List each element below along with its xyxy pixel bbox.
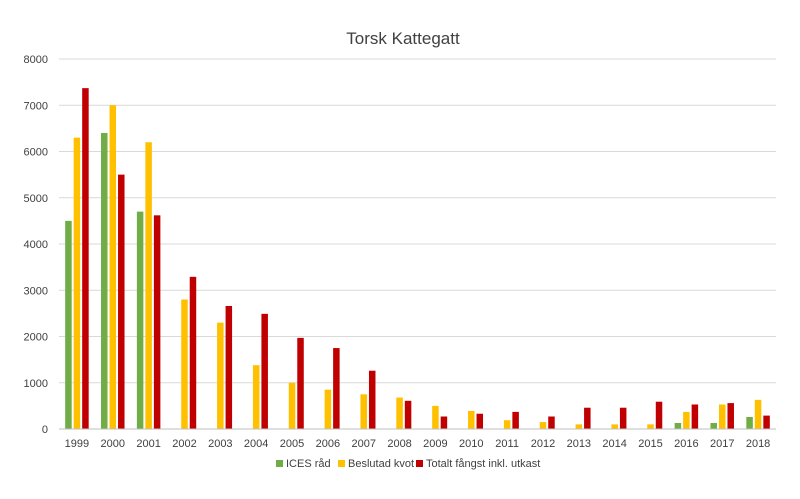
bars [65,88,770,429]
bar-1999-series-1 [65,220,72,429]
bar-2014-series-3 [619,407,627,429]
bar-2018-series-1 [746,416,753,429]
legend: ICES råd Beslutad kvot Totalt fångst inkl.… [276,458,540,470]
y-tick-label: 1000 [24,378,48,390]
bar-2003-series-3 [225,305,233,429]
x-tick-label: 2012 [531,438,555,450]
x-tick-label: 2013 [567,438,591,450]
bar-1999-series-2 [73,137,81,429]
bar-2018-series-3 [763,415,770,429]
bar-2016-series-1 [674,422,682,429]
bar-2010-series-3 [476,413,484,429]
bar-2009-series-2 [432,405,439,429]
bar-2016-series-2 [683,411,690,429]
bar-2007-series-3 [368,370,376,429]
y-axis-tick-labels: 0 1000 2000 3000 4000 5000 6000 7000 8000 [24,54,48,436]
x-tick-label: 2009 [423,438,447,450]
bar-2010-series-2 [468,410,475,429]
bar-2008-series-2 [396,397,403,429]
x-tick-label: 2007 [351,438,375,450]
y-tick-label: 7000 [24,100,48,112]
y-tick-label: 5000 [24,193,48,205]
bar-2017-series-2 [718,404,726,429]
gridlines [59,58,776,384]
legend-label-3: Totalt fångst inkl. utkast [426,458,540,470]
chart-title: Torsk Kattegatt [346,29,460,48]
y-tick-label: 3000 [24,285,48,297]
bar-2006-series-2 [324,389,332,429]
x-tick-label: 2017 [710,438,734,450]
bar-2006-series-3 [333,348,340,429]
bar-2018-series-2 [754,399,762,429]
bar-2005-series-2 [288,382,296,429]
bar-2001-series-2 [145,142,152,429]
bar-2000-series-3 [118,174,125,429]
bar-2007-series-2 [360,394,367,429]
y-tick-label: 6000 [24,147,48,159]
legend-swatch-2 [338,460,345,467]
x-tick-label: 2011 [495,438,519,450]
bar-2004-series-2 [252,365,260,429]
bar-2001-series-3 [153,215,161,429]
y-tick-label: 4000 [24,239,48,251]
bar-2002-series-2 [181,299,188,429]
x-tick-label: 1999 [65,438,89,450]
x-tick-label: 2004 [244,438,268,450]
x-tick-label: 2002 [172,438,196,450]
x-tick-label: 2005 [280,438,304,450]
bar-2013-series-2 [575,424,583,429]
bar-2001-series-1 [136,211,144,429]
bar-2002-series-3 [189,276,197,429]
y-tick-label: 8000 [24,54,48,66]
bar-2008-series-3 [404,400,412,429]
x-tick-label: 2001 [136,438,160,450]
bar-2005-series-3 [297,337,304,429]
bar-2014-series-2 [611,424,618,429]
x-tick-label: 2018 [746,438,770,450]
bar-2011-series-3 [512,411,519,429]
y-tick-label: 0 [42,424,48,436]
bar-2004-series-3 [261,313,268,429]
bar-2000-series-1 [101,133,108,429]
bar-2009-series-3 [440,416,448,429]
legend-swatch-1 [276,460,283,467]
x-tick-label: 2010 [459,438,483,450]
x-tick-label: 2016 [674,438,698,450]
bar-2017-series-3 [727,403,734,429]
x-tick-label: 2008 [387,438,411,450]
bar-2013-series-3 [584,407,591,429]
x-tick-label: 2014 [602,438,626,450]
x-tick-label: 2003 [208,438,232,450]
x-axis-tick-labels: 1999 2000 2001 2002 2003 2004 2005 2006 2007 2008… [65,438,771,450]
x-tick-label: 2006 [316,438,340,450]
bar-2012-series-2 [539,422,547,429]
x-tick-label: 2015 [638,438,662,450]
legend-label-1: ICES råd [286,458,331,470]
bar-2016-series-3 [691,404,699,429]
bar-2000-series-2 [109,105,117,429]
legend-swatch-3 [416,460,423,467]
bar-2003-series-2 [217,322,224,429]
y-tick-label: 2000 [24,332,48,344]
bar-2011-series-2 [503,420,511,429]
x-tick-label: 2000 [101,438,125,450]
bar-2015-series-2 [647,424,654,429]
bar-2015-series-3 [655,401,663,429]
legend-label-2: Beslutad kvot [348,458,414,470]
bar-2017-series-1 [710,422,717,429]
bar-2012-series-3 [548,416,555,429]
bar-1999-series-3 [82,88,89,429]
